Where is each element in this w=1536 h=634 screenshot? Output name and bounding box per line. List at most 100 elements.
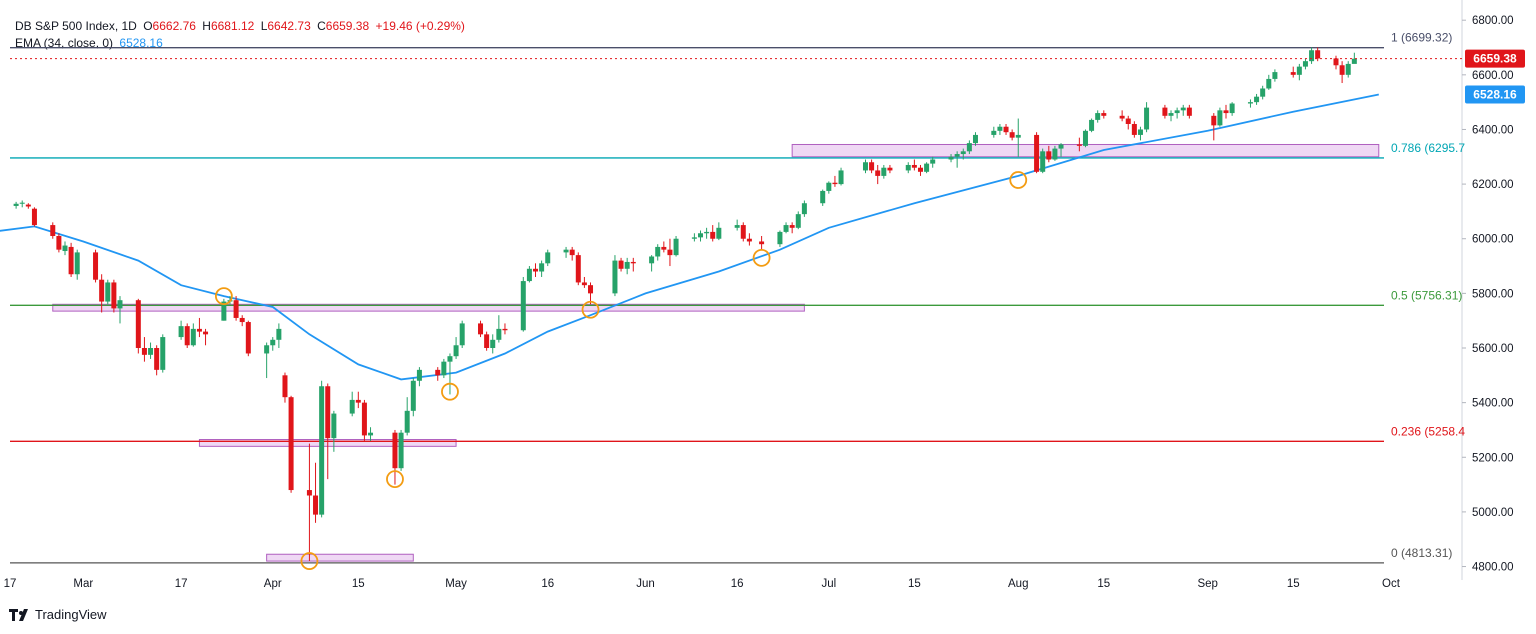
candle	[526, 266, 532, 283]
candle	[1266, 74, 1272, 90]
candle	[148, 342, 154, 359]
candle-body	[661, 246, 667, 250]
candle	[331, 410, 337, 452]
candle	[435, 367, 441, 381]
y-tick-label: 5600.00	[1472, 343, 1514, 355]
candle	[997, 124, 1003, 135]
candle	[453, 337, 459, 359]
candle-body	[563, 249, 569, 253]
candle-body	[691, 237, 697, 239]
candle	[954, 151, 960, 168]
candle	[1247, 99, 1253, 108]
ema-header: EMA (34, close, 0) 6528.16	[15, 36, 166, 50]
candle	[1333, 55, 1339, 70]
candle-body	[1351, 58, 1357, 64]
tradingview-branding[interactable]: TradingView	[9, 607, 107, 622]
candle	[783, 222, 789, 234]
candle	[1180, 104, 1186, 116]
candle	[154, 345, 160, 376]
candle	[74, 249, 80, 280]
candle	[276, 323, 282, 348]
candle-body	[1015, 134, 1021, 138]
candle-body	[1058, 144, 1064, 149]
candle	[141, 337, 147, 362]
candle-body	[673, 238, 679, 256]
fib-level-label: 0.786 (6295.7	[1391, 141, 1465, 155]
low-value: 6642.73	[267, 19, 311, 33]
x-tick-label: Jun	[636, 578, 655, 590]
y-tick-label: 5400.00	[1472, 398, 1514, 410]
candle	[135, 298, 141, 354]
pivot-marker	[300, 552, 319, 570]
candle-body	[612, 260, 618, 294]
candle	[520, 276, 526, 332]
candle-body	[710, 231, 716, 239]
candle-body	[111, 282, 117, 309]
candle	[19, 200, 25, 208]
ema-line	[0, 93, 1379, 381]
x-tick-label: 16	[731, 578, 744, 590]
open-letter: O	[143, 19, 153, 33]
candle-body	[917, 167, 923, 172]
candle-body	[1137, 129, 1143, 135]
candle	[496, 315, 502, 343]
close-value: 6659.38	[325, 19, 370, 33]
candle-body	[361, 402, 367, 436]
candle	[1162, 104, 1168, 119]
candle	[1046, 145, 1052, 163]
candle-body	[447, 356, 453, 362]
candle-body	[1296, 66, 1302, 75]
candle	[789, 222, 795, 234]
candle-body	[1260, 88, 1266, 97]
fib-level-label: 1 (6699.32)	[1391, 31, 1452, 45]
y-tick-label: 6000.00	[1472, 234, 1514, 246]
candle	[1211, 113, 1217, 141]
candle-body	[282, 375, 288, 398]
candle	[1058, 143, 1064, 157]
candle-body	[618, 260, 624, 269]
candle-body	[148, 348, 154, 355]
candle-body	[820, 190, 826, 204]
candle	[160, 334, 166, 373]
candle	[25, 203, 31, 209]
last-price-badge: 6659.38	[1473, 52, 1517, 66]
candle	[704, 227, 710, 239]
y-tick-label: 6200.00	[1472, 179, 1514, 191]
candle-body	[862, 162, 868, 171]
candle	[746, 233, 752, 246]
candle	[264, 342, 270, 379]
candle-body	[1211, 115, 1217, 126]
candle	[1186, 104, 1192, 119]
x-tick-label: Jul	[821, 578, 836, 590]
candle-body	[404, 410, 410, 433]
candle	[966, 140, 972, 155]
candle	[416, 367, 422, 387]
candle-body	[838, 170, 844, 185]
ema-label: EMA (34, close, 0)	[15, 36, 114, 50]
candle-body	[1266, 78, 1272, 89]
candle	[630, 257, 636, 272]
candle-body	[1119, 115, 1125, 119]
fib-level-label: 0.5 (5756.31)	[1391, 288, 1462, 302]
pivot-marker	[581, 300, 600, 319]
candle	[563, 246, 569, 258]
candle	[392, 429, 398, 485]
candle	[368, 427, 374, 441]
candle-body	[655, 246, 661, 257]
candle	[325, 383, 331, 480]
candle	[661, 241, 667, 253]
x-tick-label: 15	[352, 578, 365, 590]
candle	[1015, 118, 1021, 157]
candle	[862, 159, 868, 174]
candle-body	[398, 432, 404, 469]
candle-body	[1046, 151, 1052, 160]
candle	[960, 148, 966, 160]
ema-price-badge-bg	[1465, 85, 1525, 104]
candle-body	[453, 345, 459, 357]
candle	[1290, 66, 1296, 78]
candle	[545, 249, 551, 267]
candle-body	[19, 202, 25, 204]
candle-body	[924, 163, 930, 172]
candle-body	[698, 233, 703, 238]
